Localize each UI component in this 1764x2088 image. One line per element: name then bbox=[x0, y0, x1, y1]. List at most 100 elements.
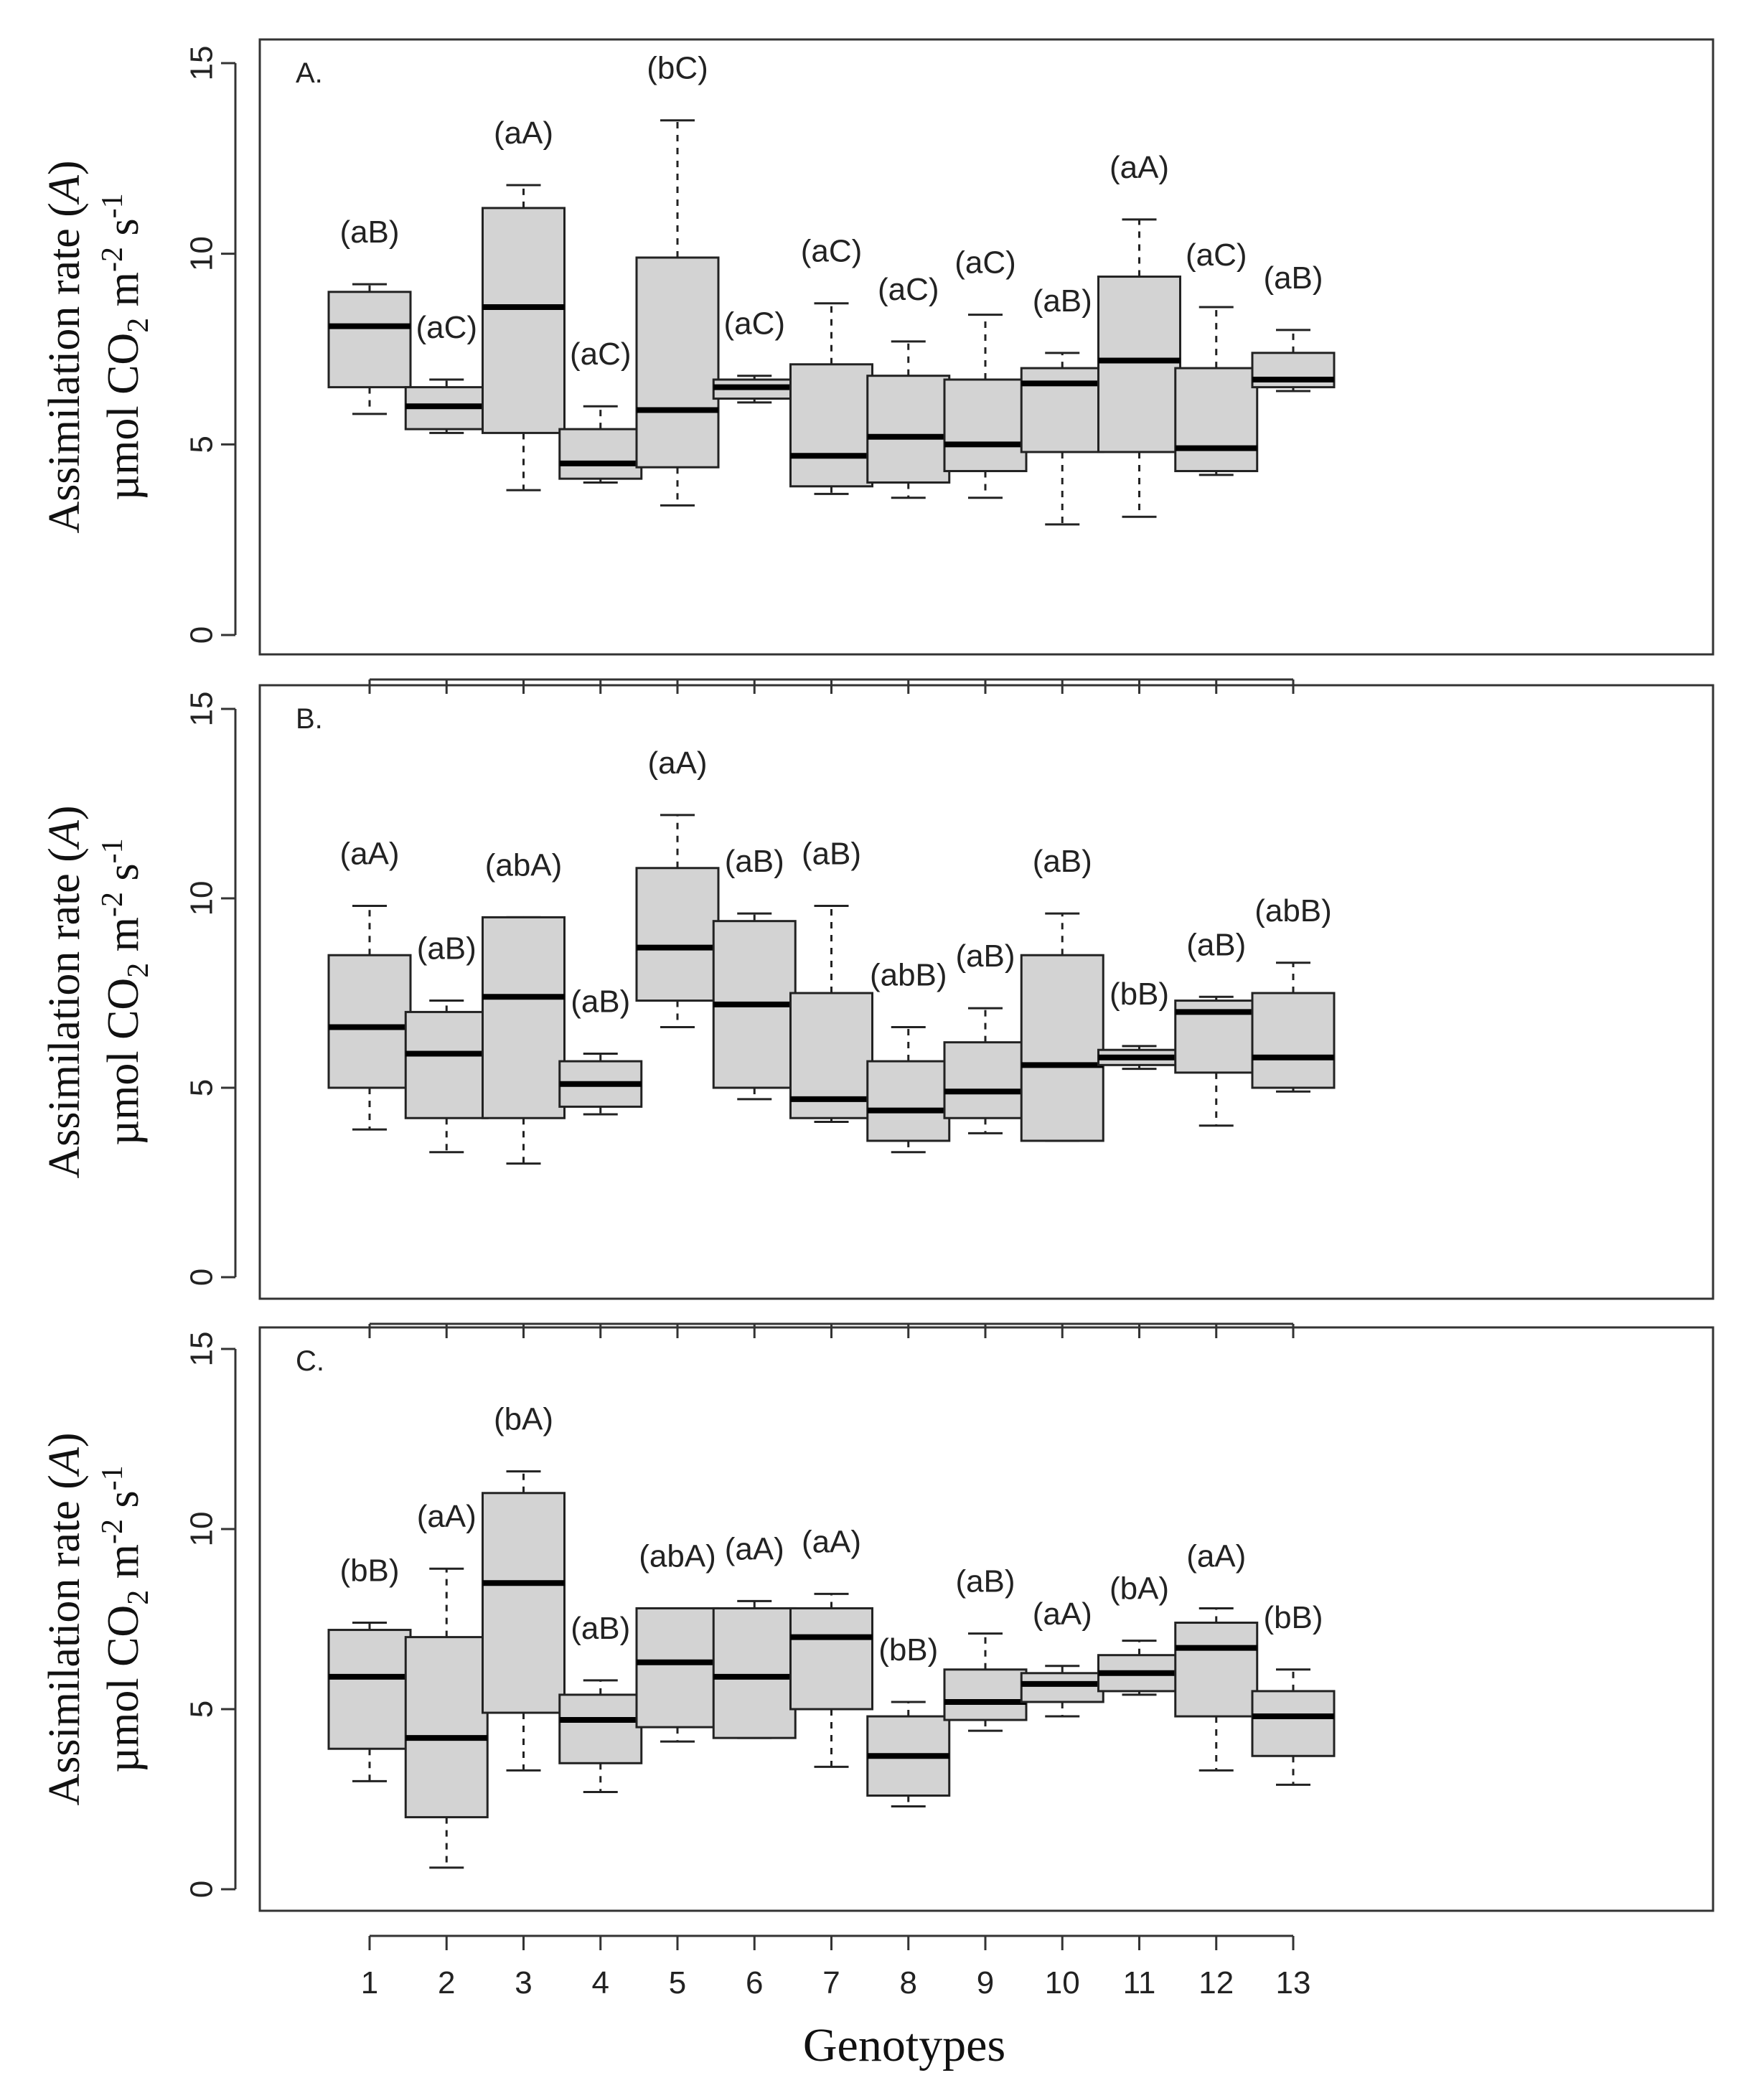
iqr-box bbox=[712, 1607, 797, 1739]
significance-label: (bA) bbox=[494, 1402, 553, 1437]
significance-label: (aB) bbox=[1033, 283, 1092, 319]
significance-label: (aB) bbox=[1263, 260, 1323, 296]
significance-label: (bA) bbox=[1109, 1571, 1169, 1607]
iqr-box bbox=[866, 1060, 951, 1142]
x-tick-label: 3 bbox=[515, 1965, 532, 2000]
y-tick-label: 15 bbox=[184, 1332, 220, 1367]
iqr-box bbox=[327, 291, 412, 389]
y-tick-label: 0 bbox=[184, 626, 220, 644]
significance-label: (abB) bbox=[870, 958, 947, 993]
significance-label: (aA) bbox=[1033, 1596, 1092, 1632]
y-axis-title: Assimilation rate (A) bbox=[40, 1433, 89, 1806]
significance-label: (bB) bbox=[1109, 977, 1169, 1012]
box-genotype-10: (aA) bbox=[1020, 1596, 1104, 1718]
box-genotype-3: (abA) bbox=[482, 847, 566, 1165]
significance-label: (aC) bbox=[416, 310, 477, 345]
iqr-box bbox=[1251, 992, 1336, 1089]
y-axis-units-part: s bbox=[99, 863, 148, 892]
box-genotype-4: (aB) bbox=[558, 1611, 643, 1793]
iqr-box bbox=[482, 1492, 566, 1714]
significance-label: (aC) bbox=[723, 306, 785, 342]
box-genotype-9: (aB) bbox=[943, 1564, 1028, 1732]
significance-label: (aB) bbox=[417, 931, 477, 967]
significance-label: (aA) bbox=[339, 837, 399, 872]
y-axis-title-italic: A bbox=[40, 819, 89, 850]
iqr-box bbox=[558, 428, 643, 480]
x-tick-label: 6 bbox=[746, 1965, 763, 2000]
y-axis-title: Assimilation rate (A) bbox=[40, 161, 89, 534]
x-tick-label: 9 bbox=[977, 1965, 994, 2000]
x-tick-label: 10 bbox=[1045, 1965, 1080, 2000]
iqr-box bbox=[482, 916, 566, 1119]
y-axis-units-part: 2 bbox=[122, 1590, 155, 1605]
significance-label: (aB) bbox=[571, 984, 630, 1019]
plot-frame bbox=[258, 1326, 1714, 1912]
iqr-box bbox=[1174, 1622, 1259, 1718]
y-tick-label: 10 bbox=[184, 236, 220, 271]
panel-tag: B. bbox=[296, 703, 323, 735]
box-genotype-10: (aB) bbox=[1020, 844, 1104, 1142]
iqr-box bbox=[482, 207, 566, 434]
y-axis-units-part: -1 bbox=[96, 193, 129, 218]
iqr-box bbox=[789, 1607, 873, 1711]
y-tick-label: 15 bbox=[184, 692, 220, 727]
x-tick-label: 5 bbox=[669, 1965, 686, 2000]
x-tick-label: 1 bbox=[361, 1965, 378, 2000]
box-genotype-1: (aA) bbox=[327, 837, 412, 1131]
significance-label: (aC) bbox=[801, 234, 863, 269]
box-genotype-5: (abA) bbox=[635, 1538, 720, 1743]
plot-frame bbox=[258, 38, 1714, 656]
significance-label: (aB) bbox=[802, 837, 861, 872]
significance-label: (bB) bbox=[1263, 1600, 1323, 1635]
y-tick-label: 0 bbox=[184, 1269, 220, 1286]
box-genotype-6: (aC) bbox=[712, 306, 797, 404]
y-axis-units-part: µmol CO bbox=[99, 333, 148, 501]
y-axis-title-part: ) bbox=[40, 1433, 89, 1448]
significance-label: (aA) bbox=[802, 1524, 861, 1559]
box-genotype-9: (aC) bbox=[943, 245, 1028, 499]
y-tick-label: 10 bbox=[184, 881, 220, 916]
iqr-box bbox=[327, 954, 412, 1089]
x-tick-label: 8 bbox=[900, 1965, 917, 2000]
box-genotype-13: (bB) bbox=[1251, 1600, 1336, 1786]
iqr-box bbox=[327, 1629, 412, 1750]
y-axis-units-part: s bbox=[99, 218, 148, 247]
iqr-box bbox=[1097, 276, 1181, 453]
y-tick-label: 15 bbox=[184, 46, 220, 81]
significance-label: (aB) bbox=[1033, 844, 1092, 879]
box-genotype-12: (aC) bbox=[1174, 238, 1259, 476]
box-genotype-1: (bB) bbox=[327, 1553, 412, 1782]
significance-label: (aB) bbox=[339, 215, 399, 250]
y-axis-title-part: ) bbox=[40, 806, 89, 821]
panel-tag: C. bbox=[296, 1345, 324, 1377]
y-axis-title-italic: A bbox=[40, 1447, 89, 1477]
box-genotype-3: (bA) bbox=[482, 1402, 566, 1772]
iqr-box bbox=[789, 363, 873, 488]
box-genotype-9: (aB) bbox=[943, 939, 1028, 1134]
iqr-box bbox=[635, 256, 720, 469]
box-genotype-10: (aB) bbox=[1020, 283, 1104, 526]
y-axis-units-part: m bbox=[99, 917, 148, 963]
box-genotype-5: (aA) bbox=[635, 746, 720, 1029]
significance-label: (aB) bbox=[725, 844, 784, 879]
y-axis-units-part: m bbox=[99, 1544, 148, 1590]
significance-label: (aA) bbox=[417, 1499, 477, 1534]
y-axis-units-part: µmol CO bbox=[99, 1605, 148, 1773]
box-genotype-13: (abB) bbox=[1251, 893, 1336, 1093]
box-genotype-7: (aC) bbox=[789, 234, 873, 495]
box-genotype-2: (aB) bbox=[404, 931, 489, 1154]
iqr-box bbox=[1020, 1672, 1104, 1703]
significance-label: (aB) bbox=[1186, 927, 1246, 962]
significance-label: (aB) bbox=[571, 1611, 630, 1646]
significance-label: (bB) bbox=[339, 1553, 399, 1589]
panel-tag: A. bbox=[296, 57, 323, 89]
significance-label: (aC) bbox=[1186, 238, 1247, 273]
significance-label: (aA) bbox=[494, 116, 553, 151]
y-axis-units-part: 2 bbox=[122, 318, 155, 333]
significance-label: (aC) bbox=[878, 272, 939, 307]
iqr-box bbox=[635, 1607, 720, 1729]
box-genotype-12: (aB) bbox=[1174, 927, 1259, 1127]
y-tick-label: 0 bbox=[184, 1881, 220, 1898]
